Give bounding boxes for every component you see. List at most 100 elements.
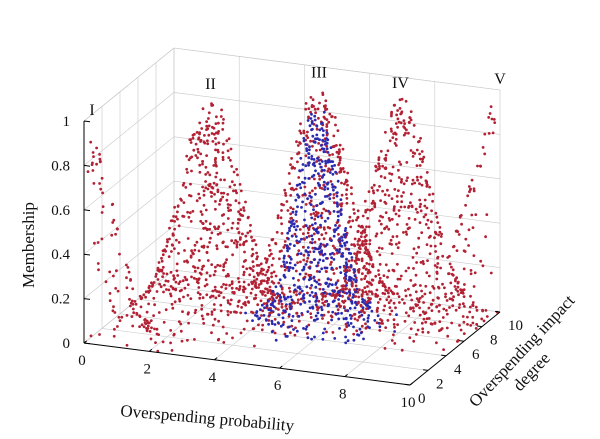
red-data-point bbox=[336, 308, 340, 312]
red-data-point bbox=[268, 248, 272, 252]
red-data-point bbox=[395, 194, 399, 198]
red-data-point bbox=[296, 160, 299, 164]
red-data-point bbox=[390, 197, 394, 201]
red-data-point bbox=[361, 214, 365, 218]
red-data-point bbox=[275, 296, 278, 300]
red-data-point bbox=[358, 244, 362, 247]
red-data-point bbox=[178, 299, 182, 303]
red-data-point bbox=[443, 286, 446, 290]
red-data-point bbox=[337, 233, 340, 236]
red-data-point bbox=[192, 265, 195, 268]
red-data-point bbox=[377, 246, 381, 250]
red-data-point bbox=[317, 116, 320, 120]
red-data-point bbox=[214, 200, 217, 203]
red-data-point bbox=[202, 264, 206, 268]
red-data-point bbox=[152, 296, 156, 300]
red-data-point bbox=[250, 287, 254, 291]
blue-data-point bbox=[312, 173, 316, 177]
red-data-point bbox=[329, 180, 333, 183]
red-data-point bbox=[390, 339, 394, 342]
red-data-point bbox=[242, 206, 246, 210]
red-data-point bbox=[194, 142, 198, 146]
blue-data-point bbox=[320, 127, 324, 130]
red-data-point bbox=[345, 287, 348, 291]
red-data-point bbox=[421, 327, 425, 331]
red-data-point bbox=[453, 285, 457, 288]
red-data-point bbox=[302, 225, 305, 229]
red-data-point bbox=[399, 180, 403, 184]
blue-data-point bbox=[330, 239, 333, 243]
red-data-point bbox=[213, 308, 216, 311]
red-data-point bbox=[270, 280, 274, 283]
red-data-point bbox=[176, 274, 180, 277]
red-data-point bbox=[167, 288, 171, 292]
blue-data-point bbox=[291, 210, 295, 214]
red-data-point bbox=[292, 290, 296, 294]
red-data-point bbox=[348, 269, 351, 272]
red-data-point bbox=[199, 140, 203, 143]
red-data-point bbox=[274, 307, 278, 310]
red-data-point bbox=[179, 197, 183, 201]
red-data-point bbox=[434, 232, 438, 236]
blue-data-point bbox=[349, 317, 353, 320]
blue-data-point bbox=[298, 169, 301, 173]
red-data-point bbox=[467, 244, 470, 247]
red-data-point bbox=[442, 307, 446, 311]
blue-data-point bbox=[344, 335, 347, 339]
blue-data-point bbox=[267, 308, 271, 312]
red-data-point bbox=[456, 280, 460, 284]
red-data-point bbox=[368, 262, 371, 266]
red-data-point bbox=[285, 307, 289, 311]
red-data-point bbox=[200, 213, 204, 216]
red-data-point bbox=[130, 299, 134, 303]
red-data-point bbox=[265, 261, 268, 264]
red-data-point bbox=[290, 324, 294, 328]
red-data-point bbox=[379, 318, 382, 321]
red-data-point bbox=[338, 143, 342, 147]
blue-data-point bbox=[318, 162, 322, 166]
red-data-point bbox=[280, 302, 284, 306]
red-data-point bbox=[343, 269, 346, 273]
red-data-point bbox=[204, 186, 208, 190]
blue-data-point bbox=[294, 210, 298, 214]
red-data-point bbox=[289, 212, 293, 216]
red-data-point bbox=[461, 302, 465, 306]
red-data-point bbox=[310, 104, 314, 107]
red-data-point bbox=[438, 320, 442, 323]
red-data-point bbox=[207, 111, 211, 115]
red-data-point bbox=[419, 284, 422, 287]
red-data-point bbox=[177, 241, 181, 244]
red-data-point bbox=[270, 275, 273, 279]
red-data-point bbox=[100, 211, 104, 214]
blue-data-point bbox=[335, 191, 339, 195]
red-data-point bbox=[213, 192, 216, 196]
blue-data-point bbox=[303, 301, 307, 304]
red-data-point bbox=[228, 185, 232, 189]
red-data-point bbox=[390, 217, 394, 221]
red-data-point bbox=[191, 209, 195, 213]
blue-data-point bbox=[339, 208, 343, 211]
red-data-point bbox=[456, 230, 460, 234]
red-data-point bbox=[156, 266, 160, 270]
red-data-point bbox=[213, 269, 217, 273]
red-data-point bbox=[198, 293, 202, 296]
red-data-point bbox=[204, 173, 208, 176]
red-data-point bbox=[295, 241, 299, 245]
red-data-point bbox=[195, 131, 199, 134]
red-data-point bbox=[325, 330, 328, 334]
blue-data-point bbox=[321, 288, 325, 291]
red-data-point bbox=[235, 245, 239, 249]
red-data-point bbox=[204, 278, 208, 282]
red-data-point bbox=[445, 299, 449, 302]
red-data-point bbox=[382, 274, 386, 277]
red-data-point bbox=[168, 226, 171, 230]
red-data-point bbox=[210, 191, 214, 195]
red-data-point bbox=[186, 210, 190, 214]
red-data-point bbox=[376, 306, 379, 310]
red-data-point bbox=[198, 271, 202, 275]
red-data-point bbox=[388, 306, 392, 309]
red-data-point bbox=[155, 290, 159, 293]
red-data-point bbox=[270, 252, 273, 256]
blue-data-point bbox=[263, 306, 266, 310]
red-data-point bbox=[220, 191, 223, 195]
